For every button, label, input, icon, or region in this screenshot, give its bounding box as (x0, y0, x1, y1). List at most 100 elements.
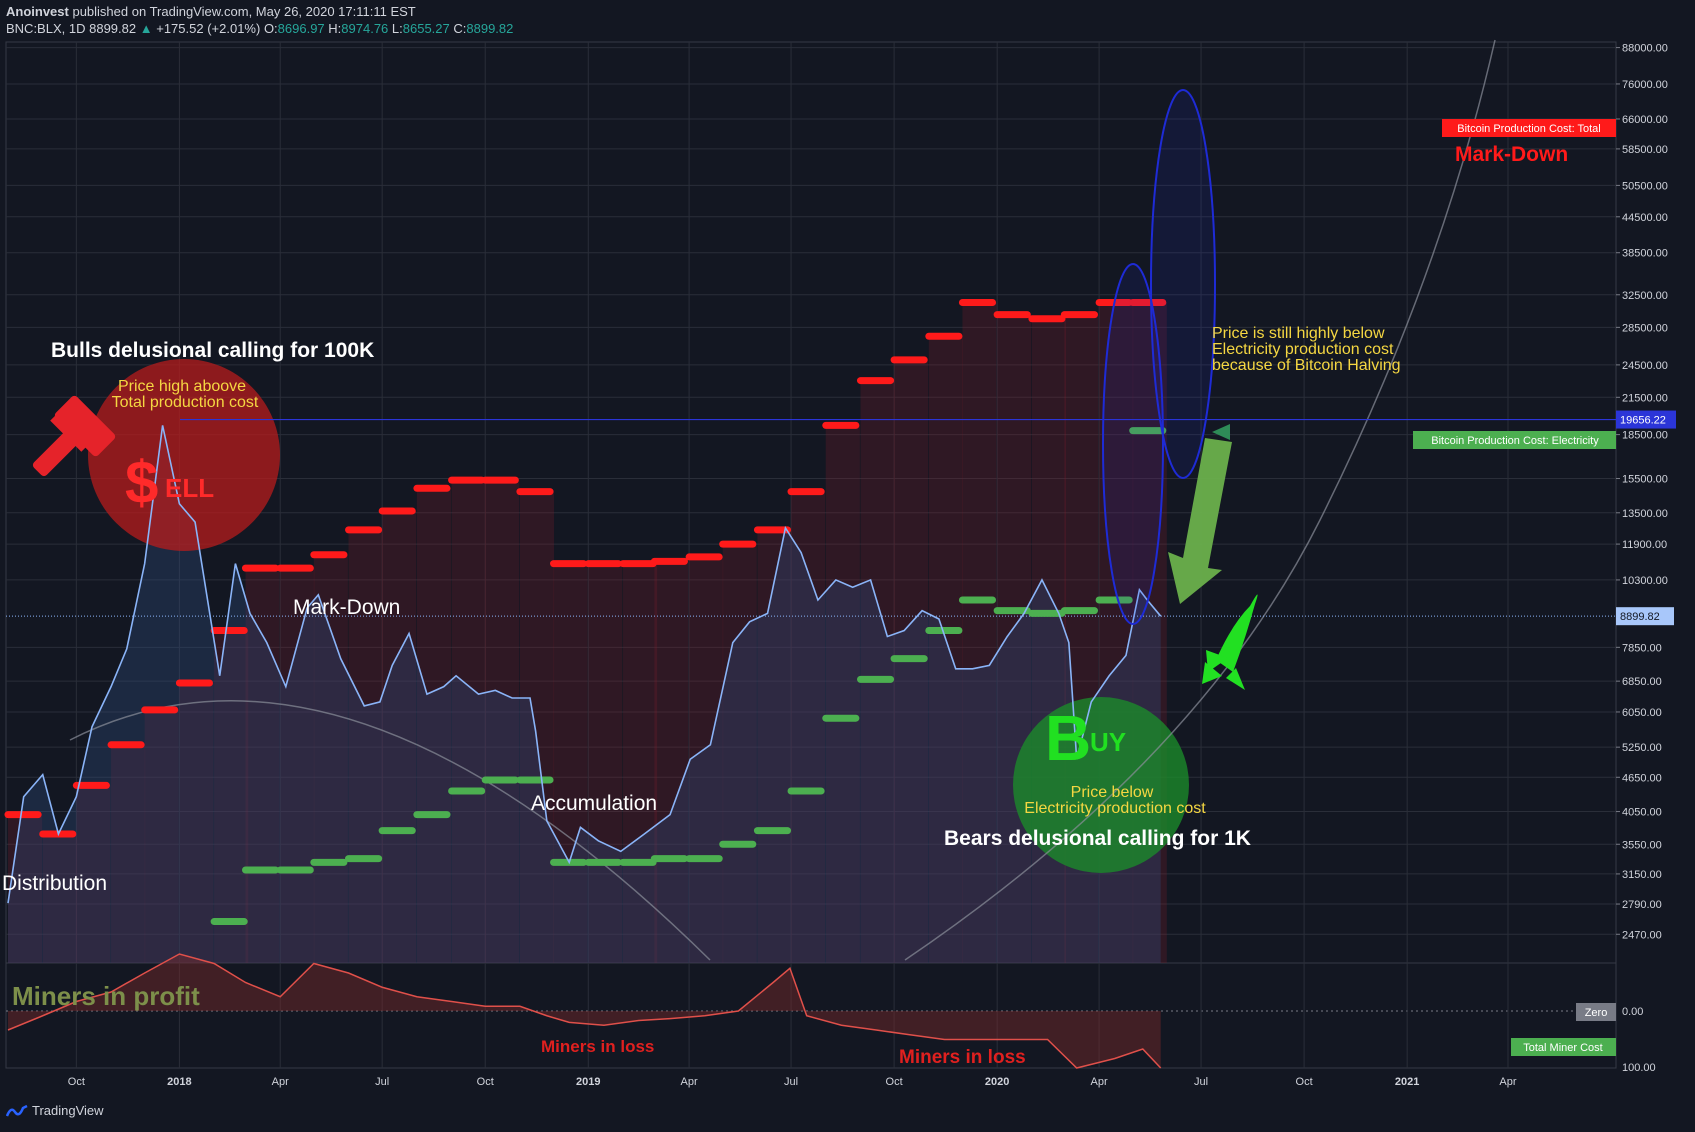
level-badge-bg (1616, 410, 1676, 429)
y-tick-label: 3550.00 (1622, 839, 1662, 851)
legend-zero[interactable]: Zero (1585, 1007, 1608, 1019)
price-high-note-1: Price high aboove (118, 378, 246, 395)
low-value: 8655.27 (402, 21, 450, 36)
halving-note-3: because of Bitcoin Halving (1212, 357, 1401, 374)
total-cost-area (519, 491, 555, 963)
price-badge: 8899.82 (1620, 611, 1660, 623)
y-tick-label: 13500.00 (1622, 508, 1668, 520)
down-arrow-icon (1168, 438, 1232, 604)
price-high-note-2: Total production cost (112, 394, 259, 411)
author-name[interactable]: Anoinvest (6, 4, 69, 19)
sell-text: ELL (165, 473, 214, 503)
distribution-label: Distribution (2, 872, 107, 895)
total-cost-area (348, 529, 383, 963)
halving-note-2: Electricity production cost (1212, 341, 1394, 358)
small-arrow-icon (1212, 424, 1230, 440)
x-tick-label: 2019 (576, 1076, 600, 1088)
total-cost-area (928, 336, 963, 963)
x-tick-label: Apr (681, 1076, 698, 1088)
open-label: O: (263, 21, 278, 36)
rising-curve (904, 39, 1496, 961)
halving-note-1: Price is still highly below (1212, 325, 1385, 342)
buy-circle (1013, 697, 1189, 873)
y-tick-label: 88000.00 (1622, 43, 1668, 55)
x-tick-label: Oct (886, 1076, 903, 1088)
x-tick-label: Apr (1091, 1076, 1108, 1088)
legend-total-cost-bg (1442, 119, 1616, 137)
miners-loss-label-2: Miners in loss (899, 1047, 1026, 1068)
y-tick-label: 4650.00 (1622, 772, 1662, 784)
y-tick-label: 11900.00 (1622, 539, 1667, 551)
markdown-label-1: Mark-Down (293, 596, 400, 619)
price-below-note-2: Electricity production cost (1024, 800, 1206, 817)
x-tick-label: Oct (1296, 1076, 1313, 1088)
x-tick-label: Apr (272, 1076, 289, 1088)
x-tick-label: Jul (1194, 1076, 1208, 1088)
x-tick-label: 2018 (167, 1076, 191, 1088)
halving-ellipse-2 (1150, 89, 1216, 479)
total-cost-area (623, 563, 658, 963)
total-cost-area (8, 814, 43, 963)
price-badge-bg (1616, 607, 1674, 626)
sell-dollar: $ (125, 449, 158, 516)
y-tick-label: 24500.00 (1622, 360, 1668, 372)
y-tick-label: 50500.00 (1622, 180, 1668, 192)
price-line (7, 425, 1162, 904)
gavel-icon (32, 395, 116, 477)
total-cost-area (997, 314, 1032, 963)
total-cost-area (553, 563, 588, 963)
legend-total-cost[interactable]: Bitcoin Production Cost: Total (1457, 123, 1600, 135)
publish-info: Anoinvest published on TradingView.com, … (6, 4, 416, 19)
total-cost-area (722, 544, 757, 963)
y-tick-label: 7850.00 (1622, 642, 1662, 654)
legend-miner-cost-bg (1511, 1038, 1616, 1056)
level-badge: 19656.22 (1620, 415, 1666, 427)
legend-electricity-bg (1413, 431, 1616, 449)
bears-annotation: Bears delusional calling for 1K (944, 827, 1251, 850)
y-tick-label: 76000.00 (1622, 79, 1668, 91)
legend-miner-cost[interactable]: Total Miner Cost (1523, 1042, 1602, 1054)
open-value: 8696.97 (277, 21, 325, 36)
x-tick-label: Oct (68, 1076, 85, 1088)
y-tick-label: 44500.00 (1622, 212, 1668, 224)
footer-brand[interactable]: TradingView (32, 1103, 104, 1118)
miner-cost-area (8, 954, 1161, 1068)
total-cost-area (76, 785, 111, 963)
y-tick-label: 2470.00 (1622, 929, 1662, 941)
total-cost-area (757, 529, 792, 963)
halving-ellipse-1 (1102, 263, 1164, 625)
lower-bottom-label: 100.00 (1622, 1062, 1656, 1074)
total-cost-area (689, 556, 724, 963)
buy-text: UY (1090, 727, 1126, 757)
plot-frame (5, 41, 1617, 1069)
ohlc-bar: BNC:BLX, 1D 8899.82 ▲ +175.52 (+2.01%) O… (6, 21, 513, 36)
total-cost-area (214, 630, 249, 963)
y-tick-label: 32500.00 (1622, 290, 1668, 302)
series-legend: Bitcoin Production Cost: Total Bitcoin P… (1413, 119, 1616, 1056)
buy-bitcoin-b: B (1045, 702, 1091, 774)
y-tick-label: 5250.00 (1622, 742, 1662, 754)
y-tick-label: 15500.00 (1622, 474, 1668, 486)
footer: TradingView (6, 1103, 104, 1118)
miners-profit-label: Miners in profit (12, 981, 200, 1011)
close-label: C: (453, 21, 467, 36)
total-cost-area (111, 744, 146, 963)
y-tick-label: 66000.00 (1622, 114, 1668, 126)
y-tick-label: 38500.00 (1622, 248, 1668, 260)
total-cost-area (416, 488, 451, 963)
y-tick-label: 58500.00 (1622, 144, 1668, 156)
y-tick-label: 10300.00 (1622, 575, 1668, 587)
tradingview-logo-icon[interactable] (6, 1104, 28, 1118)
legend-electricity[interactable]: Bitcoin Production Cost: Electricity (1431, 435, 1599, 447)
rocket-icon (1202, 594, 1258, 690)
annotations (32, 89, 1258, 690)
x-tick-label: 2021 (1395, 1076, 1419, 1088)
y-tick-label: 28500.00 (1622, 322, 1668, 334)
x-tick-label: Apr (1499, 1076, 1516, 1088)
total-cost-area (451, 480, 486, 963)
y-tick-label: 4050.00 (1622, 807, 1662, 819)
total-cost-area (588, 563, 623, 963)
symbol-label[interactable]: BNC:BLX, 1D (6, 21, 86, 36)
high-value: 8974.76 (341, 21, 389, 36)
